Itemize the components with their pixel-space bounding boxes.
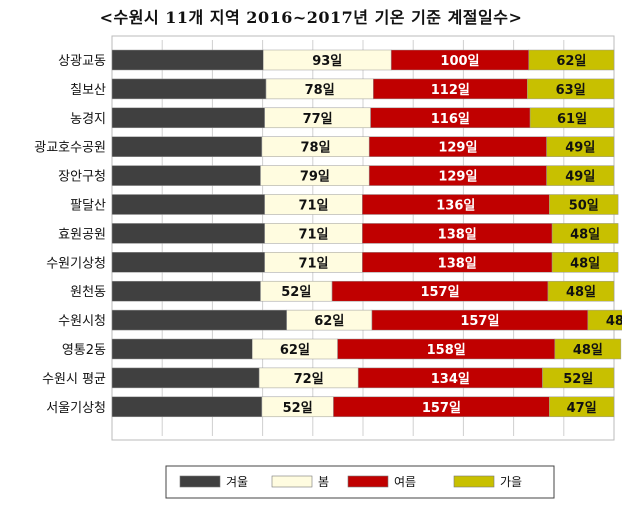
bar-segment-겨울 [111,136,263,157]
data-label: 138일 [438,256,477,271]
legend-label: 봄 [318,475,329,489]
bars [111,49,622,418]
data-label: 134일 [431,372,470,387]
bar-segment-가을 [549,396,615,418]
bar-segment-가을 [551,252,619,273]
data-label: 48일 [570,256,600,271]
data-label: 62일 [314,314,344,329]
category-label: 수원시 평균 [42,372,106,387]
bar-segment-가을 [546,136,615,157]
bar-segment-겨울 [111,309,287,331]
bar-segment-겨울 [111,396,263,418]
data-label: 48일 [606,314,622,329]
data-label: 158일 [427,343,466,358]
data-label: 157일 [422,401,461,416]
bar-segment-겨울 [111,165,261,186]
bar-segment-가을 [527,78,615,100]
data-label: 78일 [301,141,331,156]
data-label: 71일 [298,227,328,242]
legend-label: 겨울 [226,475,248,489]
chart-title: <수원시 11개 지역 2016~2017년 기온 기준 계절일수> [99,8,523,27]
data-label: 48일 [573,343,603,358]
category-label: 서울기상청 [46,401,106,416]
data-label: 63일 [556,83,586,98]
category-label: 농경지 [70,112,106,127]
category-label: 수원시청 [58,314,106,329]
data-label: 157일 [460,314,499,329]
bar-segment-겨울 [111,78,267,100]
data-label: 62일 [280,343,310,358]
legend-swatch [453,475,495,488]
value-labels: 93일 100일 62일 78일 112일 63일 77일 116일 61일 78일 129일 49일… [280,54,622,416]
data-label: 72일 [294,372,324,387]
category-label: 영통2동 [62,343,106,358]
bar-segment-가을 [546,165,615,186]
data-label: 52일 [283,401,313,416]
data-label: 50일 [569,199,599,214]
data-label: 71일 [298,256,328,271]
data-label: 100일 [440,54,479,69]
bar-segment-겨울 [111,49,264,71]
bar-segment-가을 [529,107,615,129]
category-label: 칠보산 [70,83,106,98]
bar-segment-가을 [547,280,615,302]
data-label: 77일 [303,112,333,127]
data-label: 129일 [438,141,477,156]
legend-swatch [271,475,313,488]
category-label: 팔달산 [70,199,106,214]
bar-segment-겨울 [111,338,253,360]
bar-segment-가을 [587,309,622,331]
category-label: 원천동 [70,285,106,300]
bar-segment-겨울 [111,252,265,273]
category-label: 광교호수공원 [34,141,106,156]
data-label: 93일 [312,54,342,69]
bar-segment-가을 [549,194,619,215]
data-label: 138일 [438,227,477,242]
data-label: 49일 [565,141,595,156]
bar-segment-겨울 [111,107,265,129]
data-label: 47일 [567,401,597,416]
bar-segment-가을 [528,49,615,71]
data-label: 116일 [431,112,470,127]
legend-label: 가을 [500,475,522,489]
data-label: 78일 [305,83,335,98]
legend-swatch [179,475,221,488]
data-label: 136일 [436,199,475,214]
category-labels: 상광교동칠보산농경지광교호수공원장안구청팔달산효원공원수원기상청원천동수원시청영… [34,54,106,416]
category-label: 상광교동 [58,54,106,69]
bar-segment-가을 [554,338,622,360]
bar-segment-겨울 [111,367,260,389]
data-label: 49일 [565,170,595,185]
data-label: 61일 [557,112,587,127]
data-label: 79일 [300,170,330,185]
data-label: 62일 [556,54,586,69]
legend: 겨울 봄 여름 가을 [165,465,555,499]
bar-segment-겨울 [111,194,265,215]
category-label: 효원공원 [58,227,106,242]
bar-segment-가을 [551,223,619,244]
data-label: 112일 [431,83,470,98]
category-label: 장안구청 [58,170,106,185]
bar-segment-겨울 [111,223,265,244]
bar-segment-겨울 [111,280,261,302]
data-label: 71일 [298,199,328,214]
data-label: 48일 [566,285,596,300]
category-label: 수원기상청 [46,256,106,271]
data-label: 48일 [570,227,600,242]
data-label: 129일 [438,170,477,185]
legend-swatch [347,475,389,488]
legend-label: 여름 [394,475,416,489]
bar-segment-가을 [542,367,615,389]
data-label: 52일 [563,372,593,387]
data-label: 157일 [420,285,459,300]
data-label: 52일 [281,285,311,300]
